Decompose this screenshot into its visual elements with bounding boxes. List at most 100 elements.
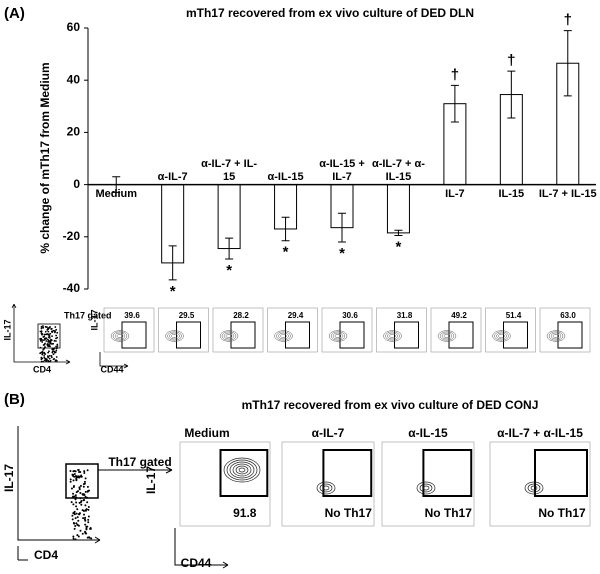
flow-decoration (41, 357, 44, 360)
flow-decoration (176, 321, 201, 349)
flow-decoration (72, 535, 75, 538)
flow-decoration (75, 491, 78, 494)
flow-decoration (171, 333, 178, 339)
flow-decoration (55, 328, 58, 331)
flow-decoration (77, 535, 80, 538)
flow-x-label: CD44 (100, 364, 123, 374)
flow-decoration (527, 483, 541, 493)
flow-decoration (441, 332, 453, 340)
flow-decoration (83, 499, 86, 502)
flow-decoration (39, 339, 42, 341)
flow-decoration (71, 518, 74, 521)
flow-decoration (114, 332, 126, 340)
flow-decoration (55, 340, 57, 342)
flow-decoration (86, 501, 89, 504)
flow-decoration (334, 333, 342, 339)
flow-decoration (330, 331, 346, 341)
flow-decoration (70, 501, 73, 504)
flow-decoration (422, 449, 473, 497)
flow-decoration (74, 538, 77, 541)
flow-decoration (328, 330, 348, 342)
flow-decoration (73, 513, 76, 516)
flow-decoration (321, 307, 373, 353)
category-label: Medium (95, 188, 137, 200)
flow-decoration (46, 343, 49, 346)
flow-decoration (49, 359, 52, 362)
flow-decoration (49, 332, 52, 335)
flow-decoration (78, 475, 81, 478)
error-bar (281, 216, 290, 242)
flow-decoration (74, 517, 77, 520)
flow-decoration (47, 336, 50, 339)
flow-decoration (84, 516, 87, 519)
flow-decoration (422, 485, 430, 491)
flow-decoration (75, 478, 78, 481)
flow-decoration (53, 330, 56, 332)
flow-y-label: IL-17 (144, 466, 158, 494)
flow-decoration (112, 331, 128, 341)
flow-decoration (381, 441, 475, 527)
flow-decoration (76, 524, 79, 527)
flow-decoration (88, 489, 91, 492)
flow-decoration (230, 321, 256, 349)
flow-decoration (539, 307, 591, 353)
flow-decoration (232, 463, 252, 477)
flow-decoration (54, 331, 56, 334)
category-label: IL-15 (498, 188, 524, 200)
flow-decoration (552, 333, 560, 339)
annotation: † (564, 12, 572, 29)
flow-decoration (83, 482, 86, 485)
flow-decoration (285, 321, 310, 349)
error-bar (450, 84, 459, 123)
flow-y-label: IL-17 (2, 319, 12, 340)
flow-decoration (71, 514, 74, 517)
flow-decoration (73, 527, 76, 530)
flow-decoration (74, 498, 77, 501)
flow-decoration (87, 521, 90, 524)
flow-decoration (534, 449, 588, 497)
flow-decoration (167, 331, 182, 341)
flow-decoration (158, 307, 209, 353)
y-tick-label: -20 (63, 229, 81, 243)
flow-decoration (49, 345, 51, 348)
error-bar (563, 30, 572, 97)
flow-decoration (73, 475, 76, 478)
flow-decoration (48, 344, 51, 346)
y-tick-label: -40 (63, 281, 81, 295)
gate-percentage: 30.6 (342, 311, 358, 320)
flow-decoration (87, 518, 90, 521)
flow-decoration (238, 467, 246, 473)
flow-decoration (110, 330, 130, 342)
flow-decoration (387, 332, 398, 340)
flow-decoration (169, 332, 180, 340)
flow-decoration (75, 505, 78, 508)
flow-decoration (86, 536, 89, 539)
category-label: α-IL-7 (158, 171, 188, 183)
flow-decoration (47, 356, 49, 359)
gate-result: No Th17 (325, 506, 373, 520)
condition-label: α-IL-15 (408, 426, 448, 440)
flow-decoration (55, 334, 58, 337)
flow-decoration (85, 532, 88, 535)
flow-decoration (503, 321, 528, 349)
flow-decoration (116, 333, 124, 339)
flow-decoration (546, 330, 566, 342)
flow-decoration (45, 360, 48, 363)
flow-decoration (40, 327, 43, 330)
panel-label: (A) (4, 5, 25, 22)
flow-decoration (74, 496, 77, 499)
flow-decoration (40, 325, 43, 328)
flow-decoration (84, 477, 87, 480)
flow-decoration (267, 307, 318, 353)
flow-decoration (322, 449, 373, 497)
flow-decoration (73, 495, 76, 498)
panel-title: mTh17 recovered from ex vivo culture of … (242, 398, 539, 412)
category-label: α-IL-15 (267, 171, 304, 183)
flow-decoration (90, 537, 93, 540)
flow-decoration (84, 530, 87, 533)
flow-decoration (84, 490, 87, 493)
x-tick-label: α-IL-15 (267, 171, 304, 183)
flow-decoration (316, 481, 336, 495)
flow-decoration (439, 331, 455, 341)
